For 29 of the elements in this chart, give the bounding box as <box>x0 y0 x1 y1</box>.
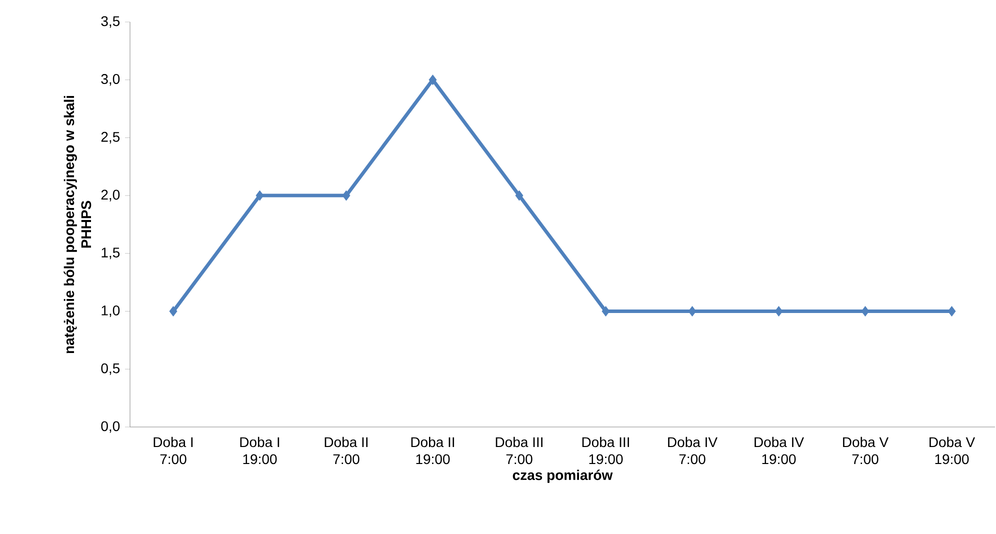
x-tick-label: Doba I 19:00 <box>240 436 280 464</box>
y-tick-label: 3,0 <box>101 74 120 86</box>
point <box>256 190 264 201</box>
x-axis-title: czas pomiarów <box>512 470 613 483</box>
y-tick-label: 1,0 <box>102 305 120 318</box>
x-tick-label: Doba IV 7:00 <box>668 436 718 464</box>
x-tick-label: Doba III 19:00 <box>582 436 629 464</box>
point <box>515 190 524 201</box>
point <box>774 306 783 317</box>
x-tick-label: Doba I 7:00 <box>154 436 193 464</box>
y-tick-label: 2,5 <box>101 132 120 144</box>
x-tick-label: Doba V 7:00 <box>843 436 889 464</box>
point <box>342 190 350 201</box>
point <box>688 306 696 317</box>
x-tick-label: Doba IV 19:00 <box>754 436 804 464</box>
x-tick-label: Doba II 7:00 <box>324 436 368 464</box>
y-tick-label: 3,5 <box>101 16 120 28</box>
point <box>948 306 956 317</box>
y-tick-label: 2,0 <box>101 190 120 202</box>
y-tick-label: 0,5 <box>101 363 120 375</box>
x-tick-label: Doba V 19:00 <box>930 436 976 464</box>
point <box>602 306 610 317</box>
x-tick-label: Doba II 19:00 <box>411 436 454 464</box>
y-tick-label: 0,0 <box>101 421 120 433</box>
point <box>428 74 437 86</box>
point <box>169 306 178 317</box>
point <box>861 306 870 317</box>
y-tick-label: 1,5 <box>102 248 120 260</box>
y-axis-title: natężenie bólu pooperacyjnego w skali PHHPS <box>64 96 92 354</box>
